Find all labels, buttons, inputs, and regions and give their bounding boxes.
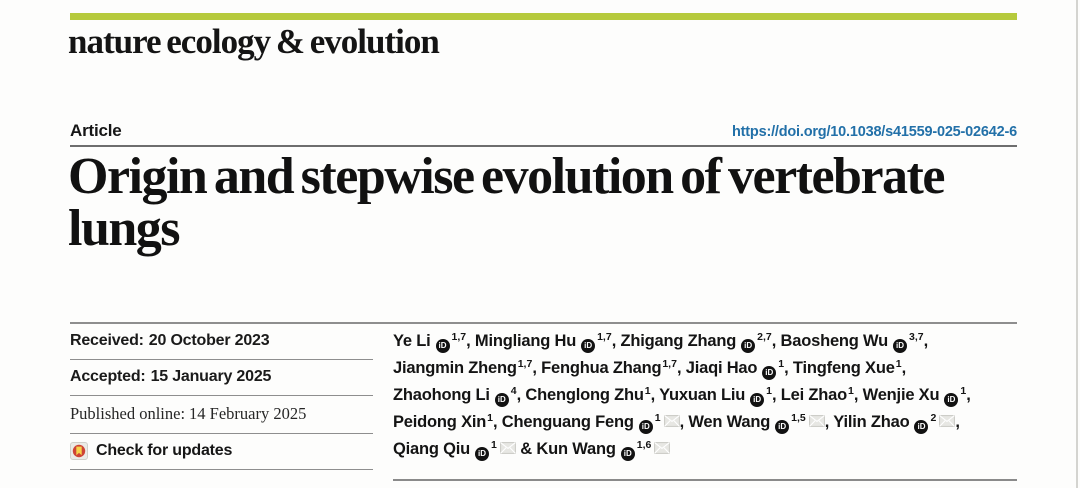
- affiliation-superscript: 1,7: [517, 358, 533, 370]
- author-name: Zhaohong Li: [393, 386, 490, 404]
- author-name: Tingfeng Xue: [792, 359, 895, 377]
- affiliation-superscript: 1: [487, 412, 493, 424]
- author-name: Jiaqi Hao: [685, 359, 758, 377]
- dates-column: Received: 20 October 2023 Accepted: 15 Jan…: [70, 324, 373, 470]
- author-name: Chenglong Zhu: [525, 386, 644, 404]
- affiliation-superscript: 2: [930, 412, 937, 424]
- check-for-updates-button[interactable]: Check for updates: [70, 434, 373, 470]
- journal-accent-bar: [70, 13, 1017, 20]
- accepted-label: Accepted:: [70, 368, 146, 385]
- affiliation-superscript: 1: [491, 439, 497, 451]
- affiliation-superscript: 1: [778, 358, 785, 370]
- author-name: Ye Li: [393, 332, 431, 350]
- published-online-row: Published online: 14 February 2025: [70, 396, 373, 434]
- affiliation-superscript: 1,5: [791, 412, 806, 424]
- author-line: Zhaohong Li iD4, Chenglong Zhu1, Yuxuan L…: [393, 383, 1017, 410]
- received-date-row: Received: 20 October 2023: [70, 324, 373, 360]
- author-name: Yuxuan Liu: [659, 386, 746, 404]
- orcid-icon[interactable]: iD: [620, 446, 635, 461]
- orcid-icon[interactable]: iD: [914, 419, 929, 434]
- affiliation-superscript: 1: [766, 385, 772, 397]
- email-icon[interactable]: [499, 440, 516, 458]
- crossmark-check-icon: [70, 442, 88, 460]
- published-value: 14 February 2025: [189, 404, 307, 423]
- orcid-icon[interactable]: iD: [494, 392, 509, 407]
- author-name: Jiangmin Zheng: [393, 359, 517, 377]
- orcid-icon[interactable]: iD: [893, 338, 908, 353]
- affiliation-superscript: 1: [895, 358, 902, 370]
- author-name: Qiang Qiu: [393, 440, 471, 458]
- orcid-icon[interactable]: iD: [741, 338, 756, 353]
- email-icon[interactable]: [808, 413, 825, 431]
- author-name: Mingliang Hu: [474, 332, 577, 350]
- author-name: Lei Zhao: [780, 386, 847, 404]
- affiliation-superscript: 3,7: [909, 331, 924, 343]
- header-divider: [70, 145, 1017, 147]
- affiliation-superscript: 1,7: [451, 331, 467, 343]
- email-icon[interactable]: [663, 413, 680, 431]
- author-name: Baosheng Wu: [780, 332, 889, 350]
- author-name: Fenghua Zhang: [541, 359, 662, 377]
- check-for-updates-label: Check for updates: [96, 442, 233, 459]
- article-title: Origin and stepwise evolution of vertebr…: [68, 148, 945, 257]
- accepted-value: 15 January 2025: [150, 368, 272, 385]
- author-line: Jiangmin Zheng1,7, Fenghua Zhang1,7, Jia…: [393, 356, 1017, 383]
- orcid-icon[interactable]: iD: [638, 419, 653, 434]
- journal-logo: nature ecology & evolution: [68, 22, 440, 61]
- orcid-icon[interactable]: iD: [762, 365, 777, 380]
- affiliation-superscript: 1: [848, 385, 854, 397]
- info-section: Received: 20 October 2023 Accepted: 15 Jan…: [70, 322, 1017, 481]
- author-line: Qiang Qiu iD1 & Kun Wang iD1,6: [393, 437, 1017, 464]
- article-type-label: Article: [70, 121, 122, 140]
- affiliation-superscript: 1: [654, 412, 661, 424]
- authors-block: Ye Li iD1,7, Mingliang Hu iD1,7, Zhigang Z…: [393, 324, 1017, 481]
- orcid-icon[interactable]: iD: [775, 419, 790, 434]
- page-edge-line: [1076, 0, 1078, 488]
- email-icon[interactable]: [654, 440, 671, 458]
- orcid-icon[interactable]: iD: [750, 392, 765, 407]
- orcid-icon[interactable]: iD: [475, 446, 490, 461]
- orcid-icon[interactable]: iD: [944, 392, 959, 407]
- affiliation-superscript: 2,7: [757, 331, 772, 343]
- author-name: Chenguang Feng: [501, 413, 634, 431]
- email-icon[interactable]: [939, 413, 956, 431]
- author-name: Peidong Xin: [393, 413, 487, 431]
- received-label: Received:: [70, 332, 144, 349]
- received-value: 20 October 2023: [148, 332, 270, 349]
- affiliation-superscript: 1,6: [636, 439, 652, 451]
- author-line: Peidong Xin1, Chenguang Feng iD1, Wen Wan…: [393, 410, 1017, 437]
- published-label: Published online:: [70, 404, 186, 423]
- orcid-icon[interactable]: iD: [581, 338, 596, 353]
- affiliation-superscript: 4: [510, 385, 517, 397]
- affiliation-superscript: 1,7: [662, 358, 677, 370]
- author-name: Wen Wang: [688, 413, 771, 431]
- author-name: Kun Wang: [536, 440, 616, 458]
- orcid-icon[interactable]: iD: [435, 338, 450, 353]
- accepted-date-row: Accepted: 15 January 2025: [70, 360, 373, 396]
- author-name: Yilin Zhao: [833, 413, 910, 431]
- doi-link[interactable]: https://doi.org/10.1038/s41559-025-02642…: [732, 124, 1017, 140]
- affiliation-superscript: 1,7: [597, 331, 612, 343]
- affiliation-superscript: 1: [960, 385, 967, 397]
- author-name: Zhigang Zhang: [620, 332, 737, 350]
- affiliation-superscript: 1: [644, 385, 651, 397]
- author-line: Ye Li iD1,7, Mingliang Hu iD1,7, Zhigang Z…: [393, 329, 1017, 356]
- author-name: Wenjie Xu: [862, 386, 940, 404]
